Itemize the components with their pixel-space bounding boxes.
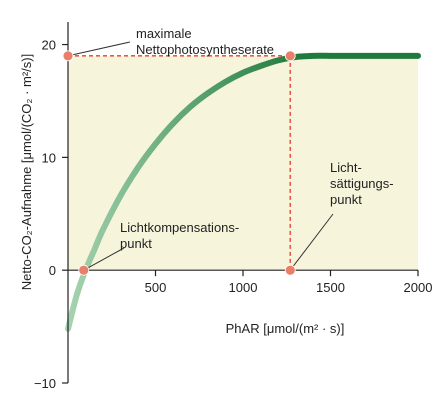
x-tick-label: 2000 — [404, 280, 433, 295]
y-axis-title: Netto-CO₂-Aufnahme [μmol/(CO₂ · m²/s)] — [19, 54, 34, 290]
y-tick-label: 20 — [42, 38, 56, 53]
highlight-point — [78, 264, 90, 276]
highlight-point — [62, 50, 74, 62]
compensation-point-label: punkt — [120, 236, 152, 251]
max-rate-leader — [72, 41, 131, 56]
x-tick-label: 1500 — [316, 280, 345, 295]
compensation-point-leader — [87, 247, 125, 269]
x-axis-title: PhAR [μmol/(m² · s)] — [226, 321, 345, 336]
y-tick-label: −10 — [34, 376, 56, 391]
x-tick-label: 500 — [145, 280, 167, 295]
max-rate-label: maximale — [136, 26, 192, 41]
saturation-point-label: Licht- — [330, 160, 362, 175]
y-tick-label: 0 — [49, 263, 56, 278]
compensation-point-label: Lichtkompensations- — [120, 220, 239, 235]
light-limited-region — [68, 55, 418, 271]
x-tick-label: 1000 — [229, 280, 258, 295]
saturation-point-label: punkt — [330, 192, 362, 207]
saturation-point-label: sättigungs- — [330, 176, 394, 191]
max-rate-label: Nettophotosyntheserate — [136, 42, 274, 57]
series-line — [65, 52, 421, 332]
y-tick-label: 10 — [42, 150, 56, 165]
highlight-point — [284, 264, 296, 276]
saturation-point-leader — [292, 213, 334, 267]
highlight-point — [284, 50, 296, 62]
